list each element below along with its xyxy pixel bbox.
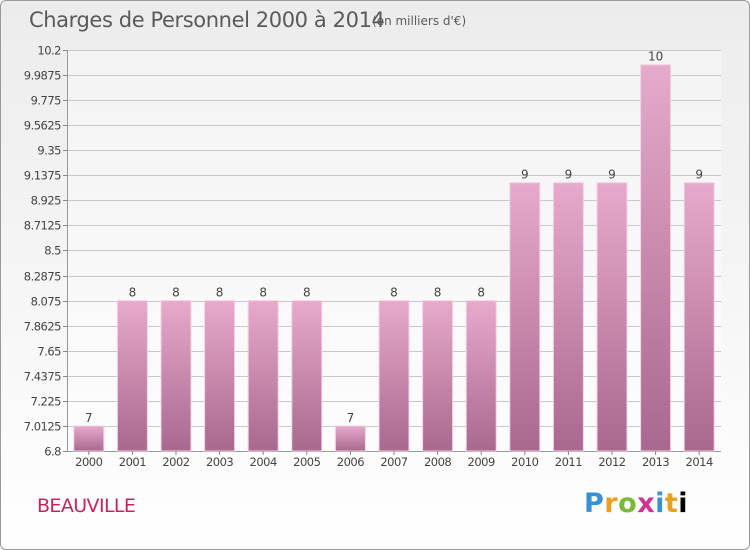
proxiti-logo: Proxiti xyxy=(584,488,689,519)
x-tick-label: 2003 xyxy=(206,455,233,469)
bar xyxy=(509,182,541,452)
y-tick-label: 9.9875 xyxy=(24,69,61,83)
x-tick-label: 2004 xyxy=(250,455,277,469)
x-tick-label: 2012 xyxy=(598,455,625,469)
y-tick-label: 7.4375 xyxy=(24,370,61,384)
y-tick-label: 9.35 xyxy=(37,144,61,158)
data-label: 9 xyxy=(695,168,703,182)
y-tick-label: 9.1375 xyxy=(24,169,61,183)
y-tick-label: 6.8 xyxy=(44,445,61,459)
y-tick-label: 7.225 xyxy=(31,395,62,409)
location-label: BEAUVILLE xyxy=(37,495,136,517)
chart-subtitle: (en milliers d'€) xyxy=(372,14,467,28)
data-label: 8 xyxy=(477,286,485,300)
bar xyxy=(378,300,410,452)
y-tick-label: 9.775 xyxy=(31,94,62,108)
x-tick-label: 2007 xyxy=(380,455,407,469)
data-label: 7 xyxy=(85,411,93,425)
data-label: 9 xyxy=(608,168,616,182)
bar xyxy=(73,425,105,452)
bar xyxy=(465,300,497,452)
x-tick-label: 2011 xyxy=(555,455,582,469)
bar xyxy=(204,300,236,452)
bar xyxy=(552,182,584,452)
data-label: 9 xyxy=(565,168,573,182)
data-label: 8 xyxy=(303,286,311,300)
data-label: 8 xyxy=(172,286,180,300)
data-label: 8 xyxy=(434,286,442,300)
bar xyxy=(160,300,192,452)
x-tick-label: 2008 xyxy=(424,455,451,469)
y-tick-label: 8.075 xyxy=(31,295,62,309)
data-label: 8 xyxy=(259,286,267,300)
x-tick-label: 2000 xyxy=(75,455,102,469)
bar xyxy=(422,300,454,452)
x-tick-label: 2009 xyxy=(468,455,495,469)
x-tick-label: 2013 xyxy=(642,455,669,469)
y-tick-label: 7.65 xyxy=(37,345,61,359)
x-tick-label: 2014 xyxy=(686,455,713,469)
data-label: 10 xyxy=(648,50,663,64)
y-tick-label: 8.925 xyxy=(31,194,62,208)
y-tick-label: 8.5 xyxy=(44,244,61,258)
data-label: 8 xyxy=(216,286,224,300)
chart-title: Charges de Personnel 2000 à 2014 xyxy=(29,8,385,32)
x-tick-label: 2002 xyxy=(162,455,189,469)
bar xyxy=(291,300,323,452)
bar xyxy=(247,300,279,452)
x-tick-label: 2001 xyxy=(119,455,146,469)
bar xyxy=(334,425,366,452)
x-tick-label: 2006 xyxy=(337,455,364,469)
y-tick-label: 7.0125 xyxy=(24,420,61,434)
x-tick-label: 2005 xyxy=(293,455,320,469)
data-label: 7 xyxy=(347,411,355,425)
y-tick-label: 9.5625 xyxy=(24,119,61,133)
y-tick-label: 7.8625 xyxy=(24,320,61,334)
data-label: 8 xyxy=(129,286,137,300)
x-tick-label: 2010 xyxy=(511,455,538,469)
bar xyxy=(683,182,715,452)
y-tick-label: 8.2875 xyxy=(24,270,61,284)
bar xyxy=(116,300,148,452)
bar xyxy=(640,64,672,452)
data-label: 9 xyxy=(521,168,529,182)
bar xyxy=(596,182,628,452)
data-label: 8 xyxy=(390,286,398,300)
y-tick-label: 8.7125 xyxy=(24,219,61,233)
y-tick-label: 10.2 xyxy=(37,44,61,58)
